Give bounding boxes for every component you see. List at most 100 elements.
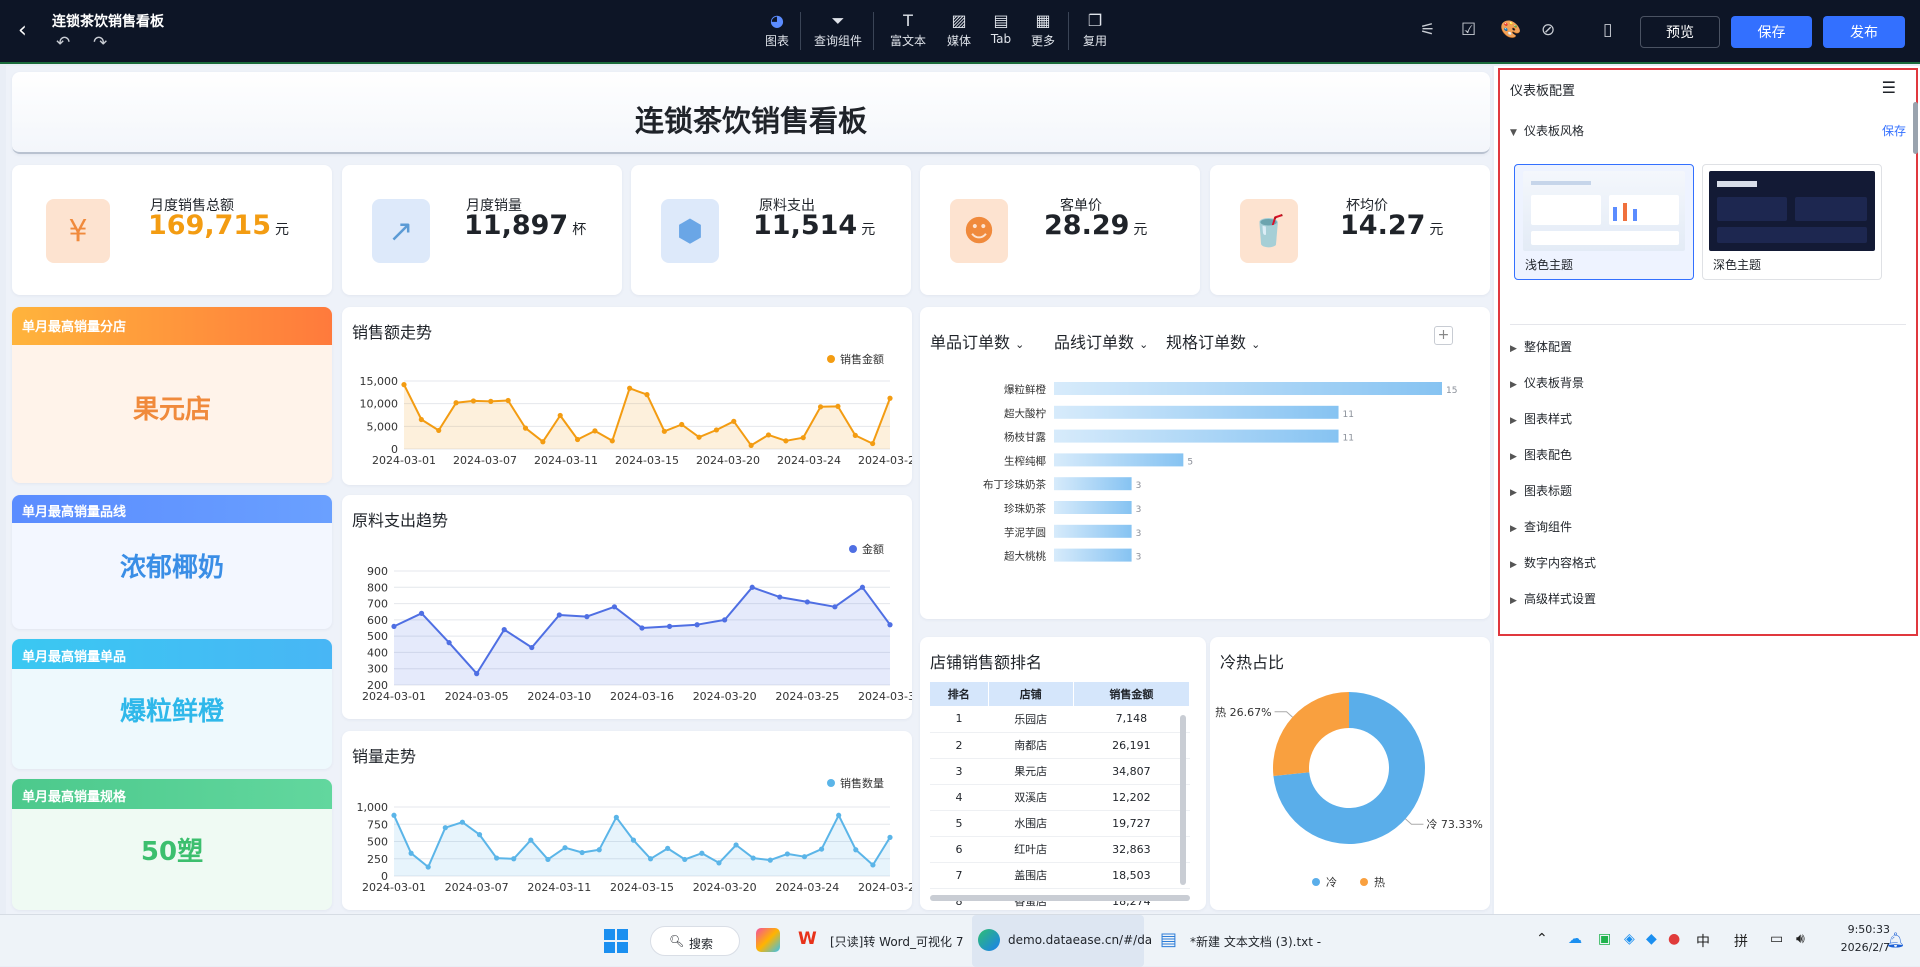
- table-row[interactable]: 2 南都店 26,191: [930, 732, 1190, 759]
- profile-icon[interactable]: ●: [1668, 931, 1681, 947]
- taskbar-app-wps[interactable]: [只读]转 Word_可视化 7: [830, 935, 964, 949]
- table-row[interactable]: 6 红叶店 32,863: [930, 836, 1190, 863]
- table-cell: 6: [930, 836, 989, 863]
- table-header[interactable]: 店铺: [988, 682, 1074, 706]
- table-row[interactable]: 3 果元店 34,807: [930, 758, 1190, 785]
- wps-icon[interactable]: W: [798, 929, 817, 949]
- kpi-card-per-cup[interactable]: 🥤 杯均价 14.27 元: [1210, 165, 1490, 295]
- dropdown-item-orders[interactable]: 单品订单数 ⌄: [930, 333, 1025, 352]
- tool-query[interactable]: ⏷ 查询组件: [813, 11, 862, 48]
- adjust-icon[interactable]: ⚟: [1420, 20, 1436, 40]
- tool-richtext[interactable]: T 富文本: [889, 11, 926, 48]
- back-icon[interactable]: ‹: [18, 18, 27, 43]
- section-dashboard-style[interactable]: ▼ 仪表板风格: [1510, 124, 1585, 138]
- highlight-top-spec[interactable]: 单月最高销量规格 50塑: [12, 779, 332, 910]
- batch-edit-icon[interactable]: ☑: [1461, 20, 1477, 40]
- wechat-icon[interactable]: ▣: [1598, 931, 1612, 947]
- sales-trend-chart[interactable]: 销售额走势 销售金额 15,000 10,000 5,000 0 2024-03-01 2…: [342, 307, 912, 485]
- section-overall[interactable]: ▶ 整体配置: [1510, 340, 1573, 354]
- legend-label: 热: [1374, 876, 1385, 889]
- clock-date[interactable]: 2026/2/7: [1840, 941, 1890, 954]
- kpi-card-per-customer[interactable]: ☻ 客单价 28.29 元: [920, 165, 1200, 295]
- redo-icon[interactable]: ↷: [93, 33, 108, 53]
- volume-trend-chart[interactable]: 销量走势 销售数量 1,000 750 500 250 0 2024-03-01 2024-…: [342, 731, 912, 910]
- save-button[interactable]: 保存: [1731, 16, 1812, 48]
- text-icon: T: [903, 11, 913, 30]
- chevron-up-icon[interactable]: ⌃: [1536, 931, 1548, 947]
- hot-cold-ratio-chart[interactable]: 冷热占比 冷 73.33% 热 26.67% 冷 热: [1210, 637, 1490, 910]
- taskbar-app-notepad[interactable]: *新建 文本文档 (3).txt -: [1190, 935, 1322, 949]
- section-chart-colors[interactable]: ▶ 图表配色: [1510, 448, 1573, 462]
- eye-off-icon[interactable]: ⊘: [1541, 20, 1556, 40]
- section-query[interactable]: ▶ 查询组件: [1510, 520, 1573, 534]
- highlight-top-store[interactable]: 单月最高销量分店 果元店: [12, 307, 332, 483]
- taskbar-app-edge[interactable]: demo.dataease.cn/#/da: [972, 915, 1152, 967]
- title-card[interactable]: 连锁茶饮销售看板: [12, 72, 1490, 154]
- dashboard-name[interactable]: 连锁茶饮销售看板: [52, 14, 164, 30]
- data-point: [853, 847, 859, 853]
- dropdown-line-orders[interactable]: 品线订单数 ⌄: [1054, 333, 1149, 352]
- highlight-top-item[interactable]: 单月最高销量单品 爆粒鲜橙: [12, 639, 332, 769]
- add-tab-button[interactable]: +: [1434, 326, 1453, 345]
- mobile-icon[interactable]: ▯: [1603, 20, 1613, 40]
- app-icon[interactable]: [756, 928, 780, 952]
- ime-pinyin[interactable]: 拼: [1734, 934, 1748, 950]
- kpi-label: 月度销售总额: [150, 198, 234, 214]
- table-row[interactable]: 4 双溪店 12,202: [930, 784, 1190, 811]
- horizontal-scrollbar[interactable]: [930, 895, 1190, 901]
- section-background[interactable]: ▶ 仪表板背景: [1510, 376, 1585, 390]
- x-tick-label: 2024-03-20: [696, 454, 760, 467]
- notification-bell-icon[interactable]: 🔔︎: [1886, 931, 1906, 949]
- table-row[interactable]: 1 乐园店 7,148: [930, 706, 1190, 733]
- tool-chart[interactable]: ◕ 图表: [760, 10, 794, 49]
- preview-button[interactable]: 预览: [1640, 16, 1720, 48]
- section-number-format[interactable]: ▶ 数字内容格式: [1510, 556, 1597, 570]
- store-ranking-table-card[interactable]: 店铺销售额排名 排名 店铺 销售金额 1 乐园店 7,148 2 南都店 26,191 3 果…: [920, 637, 1206, 914]
- kpi-card-material[interactable]: ⬢ 原料支出 11,514 元: [631, 165, 911, 295]
- tool-reuse[interactable]: ❐ 复用: [1080, 10, 1110, 49]
- table-row[interactable]: 7 盖围店 18,503: [930, 862, 1190, 889]
- display-icon[interactable]: ▭: [1770, 931, 1784, 947]
- dingtalk-icon[interactable]: ◆: [1646, 931, 1657, 947]
- ime-mode[interactable]: 中: [1696, 934, 1710, 950]
- volume-icon[interactable]: 🔊︎: [1796, 931, 1805, 947]
- section-chart-title[interactable]: ▶ 图表标题: [1510, 484, 1573, 498]
- kpi-label: 客单价: [1060, 198, 1102, 214]
- dropdown-spec-orders[interactable]: 规格订单数 ⌄: [1166, 333, 1261, 352]
- publish-button[interactable]: 发布: [1823, 16, 1905, 48]
- kpi-card-sales[interactable]: ¥ 月度销售总额 169,715 元: [12, 165, 332, 295]
- style-save-link[interactable]: 保存: [1881, 124, 1906, 138]
- palette-icon[interactable]: 🎨: [1500, 20, 1522, 40]
- table-row[interactable]: 5 水围店 19,727: [930, 810, 1190, 837]
- clock-time[interactable]: 9:50:33: [1847, 923, 1890, 936]
- onedrive-icon[interactable]: ☁: [1568, 931, 1582, 947]
- table-row[interactable]: 8 香蜜店 18,274: [930, 888, 1190, 914]
- notepad-icon[interactable]: ▤: [1160, 929, 1178, 950]
- table-header[interactable]: 排名: [930, 682, 989, 706]
- section-chart-style[interactable]: ▶ 图表样式: [1510, 412, 1573, 426]
- item-orders-chart[interactable]: 单品订单数 ⌄ 品线订单数 ⌄ 规格订单数 ⌄ + 爆粒鲜橙 15 超大酸柠 11 杨枝…: [920, 307, 1490, 619]
- data-point: [665, 845, 671, 851]
- undo-icon[interactable]: ↶: [56, 33, 71, 53]
- theme-dark-option[interactable]: 深色主题: [1702, 164, 1882, 280]
- kpi-card-volume[interactable]: ↗ 月度销量 11,897 杯: [342, 165, 622, 295]
- x-tick-label: 2024-03-11: [534, 454, 598, 467]
- data-point: [666, 623, 673, 629]
- windows-start-icon[interactable]: [604, 929, 628, 953]
- tool-tab[interactable]: ▤ Tab: [986, 10, 1016, 46]
- table-header[interactable]: 销售金额: [1073, 682, 1191, 706]
- data-point: [584, 614, 590, 620]
- tool-more[interactable]: ▦ 更多: [1028, 10, 1058, 49]
- material-trend-chart[interactable]: 原料支出趋势 金额 900 800 700 600 500 400 300 200 2024-0…: [342, 495, 912, 719]
- taskbar-search[interactable]: 🔍︎ 搜索: [650, 926, 740, 956]
- highlight-top-line[interactable]: 单月最高销量品线 浓郁椰奶: [12, 495, 332, 629]
- app-tray-icon[interactable]: ◈: [1624, 931, 1635, 947]
- panel-scrollbar[interactable]: [1913, 102, 1918, 154]
- table-cell: 香蜜店: [988, 888, 1074, 914]
- vertical-scrollbar[interactable]: [1180, 715, 1186, 885]
- table-cell: 32,863: [1073, 836, 1190, 863]
- theme-light-option[interactable]: 浅色主题: [1514, 164, 1694, 280]
- collapse-menu-icon[interactable]: ☰: [1881, 78, 1896, 97]
- section-advanced[interactable]: ▶ 高级样式设置: [1510, 592, 1597, 606]
- tool-media[interactable]: ▨ 媒体: [944, 10, 974, 49]
